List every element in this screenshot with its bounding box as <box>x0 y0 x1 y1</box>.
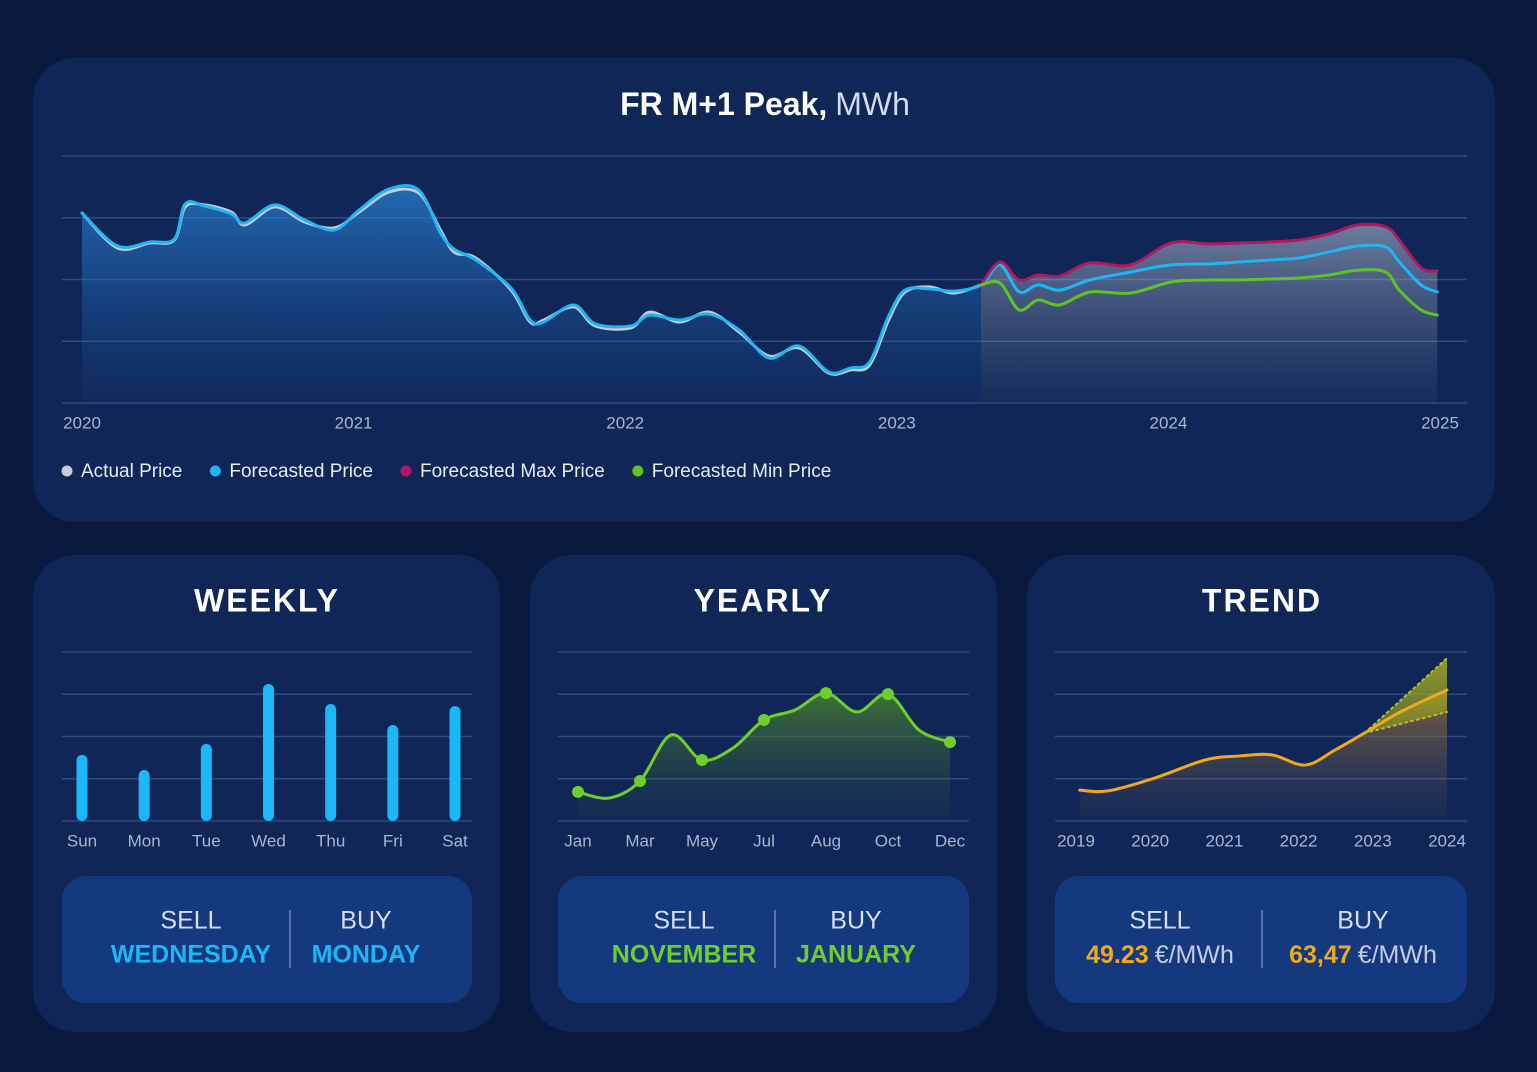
x-tick-label: Mar <box>625 831 655 850</box>
line <box>979 222 1439 287</box>
x-tick-label: 2020 <box>63 413 101 432</box>
x-tick-label: 2021 <box>1205 831 1243 850</box>
line <box>1363 657 1448 734</box>
legend-marker <box>400 465 412 477</box>
buy-price: 63,47 <box>1289 941 1352 969</box>
chart-title: FR M+1 Peak, MWh <box>620 86 910 122</box>
legend-marker <box>209 465 221 477</box>
x-tick-label: 2023 <box>1354 831 1392 850</box>
bar <box>387 725 399 821</box>
sell-unit: €/MWh <box>1155 941 1234 969</box>
bar <box>200 743 212 821</box>
area <box>578 693 950 821</box>
legend-label: Forecasted Price <box>229 461 373 482</box>
title-main: FR M+1 Peak, <box>620 86 827 122</box>
buy-label: BUY <box>1337 907 1389 935</box>
buy-label: BUY <box>340 907 392 935</box>
x-tick-label: Sun <box>67 831 97 850</box>
line <box>1078 688 1449 794</box>
sell-label: SELL <box>1129 907 1190 935</box>
x-tick-label: 2024 <box>1149 413 1187 432</box>
panel-title: YEARLY <box>694 582 833 618</box>
panel-title: WEEKLY <box>194 582 340 618</box>
sell-value: WEDNESDAY <box>111 941 272 969</box>
line <box>1363 710 1448 734</box>
x-tick-label: Tue <box>192 831 221 850</box>
title-unit: MWh <box>835 86 910 122</box>
x-tick-label: 2022 <box>606 413 644 432</box>
buy-value: MONDAY <box>312 941 421 969</box>
buy-label: BUY <box>830 907 882 935</box>
recommendation-box <box>558 876 969 1003</box>
area <box>980 224 1438 403</box>
marker <box>758 713 770 726</box>
marker <box>944 736 956 749</box>
sell-price: 49.23 <box>1086 941 1149 969</box>
x-tick-label: Oct <box>875 831 902 850</box>
legend-label: Forecasted Min Price <box>652 461 832 482</box>
x-tick-label: Thu <box>316 831 345 850</box>
bar <box>76 754 88 821</box>
x-tick-label: Jul <box>753 831 775 850</box>
main-panel <box>33 58 1495 522</box>
panel-title: TREND <box>1202 582 1322 618</box>
bar <box>449 706 461 821</box>
marker <box>696 753 708 766</box>
x-tick-label: Fri <box>383 831 403 850</box>
bar <box>138 769 150 821</box>
x-tick-label: 2019 <box>1057 831 1095 850</box>
sell-value: NOVEMBER <box>612 941 756 969</box>
marker <box>572 785 584 798</box>
x-tick-label: 2020 <box>1131 831 1169 850</box>
bar <box>325 704 337 821</box>
buy-value: JANUARY <box>796 941 916 969</box>
legend-marker <box>632 465 644 477</box>
x-tick-label: 2023 <box>878 413 916 432</box>
x-tick-label: 2022 <box>1280 831 1318 850</box>
marker <box>820 687 832 700</box>
sell-label: SELL <box>653 907 714 935</box>
x-tick-label: 2024 <box>1428 831 1466 850</box>
x-tick-label: Dec <box>935 831 966 850</box>
x-tick-label: May <box>686 831 719 850</box>
buy-value: 63,47 €/MWh <box>1289 941 1437 969</box>
recommendation-box <box>62 876 472 1003</box>
legend-label: Actual Price <box>81 461 182 482</box>
line <box>979 268 1439 317</box>
marker <box>882 688 894 701</box>
x-tick-label: Aug <box>811 831 841 850</box>
marker <box>634 774 646 787</box>
x-tick-label: Sat <box>442 831 468 850</box>
sell-label: SELL <box>160 907 221 935</box>
x-tick-label: Jan <box>564 831 591 850</box>
plots: 2020 2021 2022 2023 2024 2025 Actual Price Fore… <box>61 155 1467 850</box>
x-tick-label: Mon <box>128 831 161 850</box>
legend-marker <box>61 465 73 477</box>
buy-unit: €/MWh <box>1358 941 1437 969</box>
line <box>80 184 1439 375</box>
x-tick-label: 2025 <box>1421 413 1459 432</box>
band <box>1364 658 1447 733</box>
sell-value: 49.23 €/MWh <box>1086 941 1234 969</box>
legend-label: Forecasted Max Price <box>420 461 605 482</box>
bar <box>263 683 274 821</box>
x-tick-label: Wed <box>251 831 286 850</box>
x-tick-label: 2021 <box>335 413 373 432</box>
